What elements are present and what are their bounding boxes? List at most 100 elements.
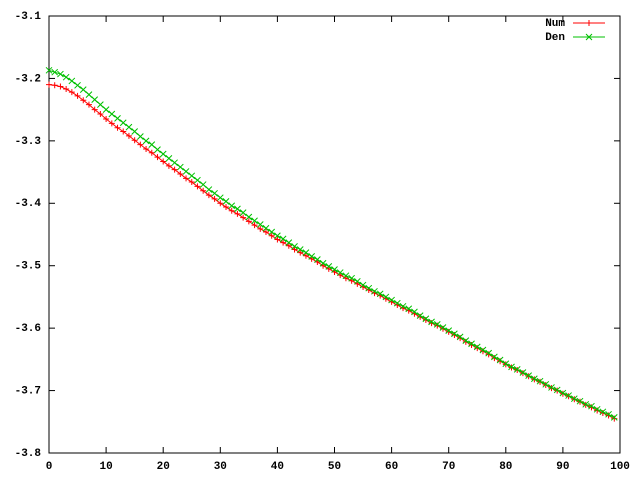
point xyxy=(256,221,264,228)
point xyxy=(91,106,98,113)
x-tick-label: 90 xyxy=(556,461,569,473)
point xyxy=(154,154,161,161)
point xyxy=(297,249,304,256)
point xyxy=(148,149,155,156)
point xyxy=(160,158,167,165)
point xyxy=(194,183,201,190)
point xyxy=(97,111,104,118)
point xyxy=(302,252,309,259)
point xyxy=(103,116,110,123)
point xyxy=(479,346,487,354)
point xyxy=(393,299,401,307)
point xyxy=(45,66,53,74)
point xyxy=(125,132,132,139)
point xyxy=(319,259,327,267)
y-tick-label: -3.3 xyxy=(15,136,42,148)
point xyxy=(114,115,121,122)
point xyxy=(223,204,230,211)
y-tick-label: -3.6 xyxy=(15,323,41,335)
point xyxy=(200,187,207,194)
point xyxy=(188,179,195,186)
y-tick-label: -3.2 xyxy=(15,73,41,85)
point xyxy=(177,170,184,177)
point xyxy=(245,218,252,225)
point xyxy=(405,305,413,313)
point xyxy=(199,181,207,188)
point xyxy=(159,150,167,158)
point xyxy=(51,82,58,89)
point xyxy=(262,224,270,232)
point xyxy=(274,236,281,243)
point xyxy=(108,120,115,127)
y-tick-label: -3.7 xyxy=(15,385,41,397)
point xyxy=(74,92,81,99)
point xyxy=(280,239,287,246)
point xyxy=(496,356,504,364)
point xyxy=(525,372,532,379)
x-tick-label: 40 xyxy=(271,461,284,473)
point xyxy=(217,200,224,207)
point xyxy=(382,293,390,301)
point xyxy=(325,262,333,270)
point xyxy=(530,375,538,383)
point xyxy=(314,256,321,263)
point xyxy=(165,162,172,169)
point xyxy=(176,163,184,171)
point xyxy=(228,207,235,214)
x-tick-label: 50 xyxy=(328,461,341,473)
point xyxy=(97,101,104,109)
point xyxy=(182,168,190,175)
point xyxy=(102,106,110,113)
point xyxy=(80,97,87,104)
point xyxy=(257,225,264,232)
point xyxy=(268,232,275,239)
x-tick-label: 30 xyxy=(214,461,227,473)
point xyxy=(576,397,584,405)
point xyxy=(148,141,156,148)
point xyxy=(422,315,430,323)
point xyxy=(143,145,150,152)
point xyxy=(211,189,218,197)
point xyxy=(456,333,464,341)
x-tick-label: 10 xyxy=(99,461,112,473)
point xyxy=(211,195,218,202)
point xyxy=(74,81,81,89)
point xyxy=(63,86,70,93)
point xyxy=(137,141,144,148)
point xyxy=(240,214,247,221)
point xyxy=(234,210,241,217)
x-tick-label: 0 xyxy=(46,461,53,473)
point xyxy=(388,296,395,304)
point xyxy=(268,228,276,236)
point xyxy=(46,81,52,88)
point xyxy=(91,96,99,104)
point xyxy=(108,110,116,118)
point xyxy=(285,239,293,246)
point xyxy=(593,405,601,413)
x-tick-label: 100 xyxy=(610,461,630,473)
point xyxy=(279,235,287,243)
point xyxy=(79,86,87,94)
point xyxy=(251,222,258,229)
point xyxy=(216,194,224,202)
point xyxy=(336,269,344,276)
point xyxy=(439,324,447,331)
point xyxy=(274,232,281,240)
point xyxy=(188,172,196,180)
point xyxy=(308,252,316,260)
point xyxy=(62,73,70,81)
point xyxy=(508,363,515,371)
point xyxy=(131,128,139,135)
y-tick-label: -3.8 xyxy=(15,448,42,460)
point xyxy=(399,302,407,310)
point xyxy=(376,290,384,298)
point xyxy=(51,68,59,76)
point xyxy=(359,281,367,289)
point xyxy=(451,330,458,338)
point xyxy=(536,377,544,385)
y-tick-label: -3.5 xyxy=(15,261,42,273)
point xyxy=(228,202,236,210)
point xyxy=(519,369,527,376)
point xyxy=(433,321,441,328)
